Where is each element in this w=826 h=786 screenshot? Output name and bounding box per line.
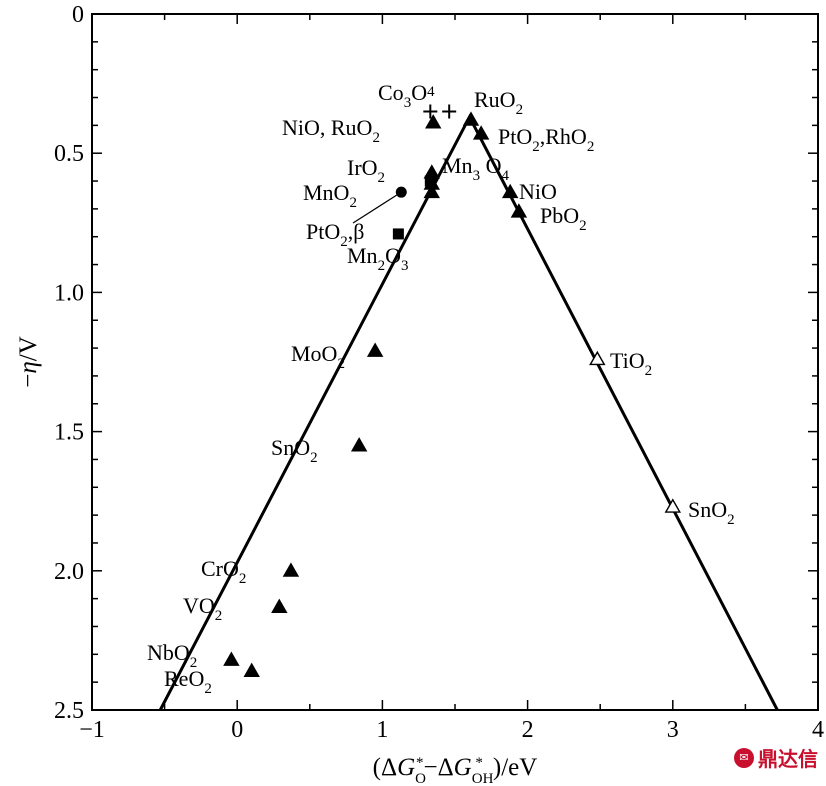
marker-triangle: [243, 662, 260, 677]
y-axis-title: −η/V: [15, 336, 42, 388]
marker-square: [424, 175, 436, 187]
label-sno2-right: SnO2: [688, 497, 735, 528]
marker-triangle: [223, 651, 240, 666]
x-tick-label: 4: [812, 717, 824, 743]
x-tick-label: 1: [376, 717, 388, 743]
label-sno2-left: SnO2: [271, 435, 318, 466]
label-mn3o4: Mn3 O4: [442, 153, 509, 184]
marker-square: [392, 228, 404, 240]
label-ruo2-top: RuO2: [474, 87, 523, 118]
marker-triangle: [501, 183, 519, 199]
marker-plus: [423, 104, 438, 119]
y-tick-label: 1.0: [54, 280, 84, 306]
marker-triangle: [271, 598, 288, 613]
label-vo2: VO2: [183, 593, 222, 624]
marker-triangle-open: [664, 498, 682, 513]
marker-circle: [395, 186, 407, 198]
leader-lines: [352, 192, 401, 224]
label-moo2: MoO2: [291, 341, 345, 372]
x-tick-label: 0: [231, 717, 243, 743]
label-nio-ruo2: NiO, RuO2: [282, 115, 380, 146]
volcano-line: [158, 113, 779, 711]
x-tick-label: 3: [667, 717, 679, 743]
marker-triangle: [425, 114, 442, 129]
marker-triangle: [462, 111, 480, 126]
marker-triangle-open: [589, 350, 606, 366]
dingdaxin-logo-icon: ✉: [734, 747, 754, 768]
label-pbo2: PbO2: [540, 203, 587, 234]
x-tick-label: −1: [79, 717, 105, 743]
label-reo2: ReO2: [164, 666, 212, 697]
marker-plus: [442, 104, 457, 119]
marker-triangle: [472, 125, 490, 140]
watermark-text: 鼎达信: [758, 747, 818, 771]
axis-tick-labels: −1 0 1 2 3 4 0 0.5 1.0 1.5 2.0 2.5: [54, 2, 824, 743]
y-tick-label: 0.5: [54, 141, 84, 167]
label-mno2: MnO2: [303, 180, 357, 211]
y-tick-label: 2.0: [54, 559, 84, 585]
marker-triangle: [510, 203, 528, 218]
mno2-leader-line: [352, 192, 401, 224]
label-pto2-rho2: PtO2,RhO2: [498, 124, 594, 155]
x-axis-title: (ΔGO*−ΔGOH*)/eV: [373, 754, 538, 786]
y-tick-label: 2.5: [54, 698, 84, 724]
marker-triangle: [423, 183, 440, 199]
marker-triangle: [366, 342, 384, 357]
watermark: ✉ 鼎达信: [734, 743, 818, 772]
label-co3o4: Co3O4: [378, 80, 435, 111]
y-tick-label: 1.5: [54, 420, 84, 446]
label-iro2: IrO2: [347, 155, 385, 186]
marker-triangle: [350, 437, 368, 452]
axis-ticks: [91, 13, 819, 711]
y-tick-label: 0: [72, 2, 84, 28]
x-tick-label: 2: [522, 717, 534, 743]
data-markers: [223, 104, 682, 677]
label-tio2: TiO2: [610, 348, 652, 379]
label-nio-right: NiO: [519, 179, 557, 204]
marker-triangle: [282, 562, 300, 577]
label-mn2o3: Mn2O3: [347, 243, 408, 274]
